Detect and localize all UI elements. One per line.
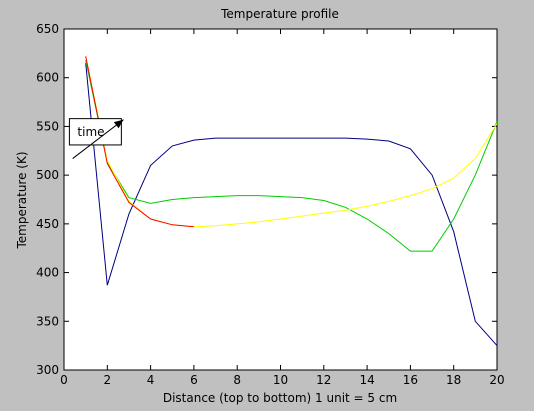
x-tick-label: 2: [103, 373, 111, 387]
y-tick-label: 300: [36, 363, 59, 377]
y-tick-label: 500: [36, 168, 59, 182]
annotation-arrow-shaft: [72, 119, 124, 159]
y-tick-label: 450: [36, 217, 59, 231]
y-tick-label: 400: [36, 266, 59, 280]
x-tick-label: 0: [60, 373, 68, 387]
x-tick-label: 18: [446, 373, 461, 387]
annotation-group: time: [68, 118, 124, 159]
x-tick-label: 8: [233, 373, 241, 387]
ticks-group: 0 2 4 6 8 10 12 14 16 18 20 300 350 400 450 500 550 600 65…: [36, 22, 505, 387]
series-group: [85, 56, 498, 346]
x-tick-label: 12: [316, 373, 331, 387]
y-axis-label: Temperature (K): [15, 151, 29, 249]
annotation-label: time: [77, 125, 104, 139]
annotation-arrow-head: [113, 119, 124, 129]
series-line-4: [85, 56, 194, 228]
y-tick-label: 600: [36, 71, 59, 85]
series-line-2: [85, 60, 498, 252]
x-tick-label: 14: [359, 373, 374, 387]
series-line-1: [85, 63, 498, 346]
plot-area: [63, 28, 498, 371]
y-tick-label: 650: [36, 22, 59, 36]
x-tick-label: 4: [147, 373, 155, 387]
y-tick-label: 350: [36, 314, 59, 328]
x-tick-label: 16: [403, 373, 418, 387]
x-tick-label: 10: [273, 373, 288, 387]
chart-title: Temperature profile: [220, 7, 339, 21]
y-tick-label: 550: [36, 119, 59, 133]
x-tick-label: 20: [489, 373, 504, 387]
x-tick-label: 6: [190, 373, 198, 387]
x-axis-label: Distance (top to bottom) 1 unit = 5 cm: [163, 391, 397, 405]
